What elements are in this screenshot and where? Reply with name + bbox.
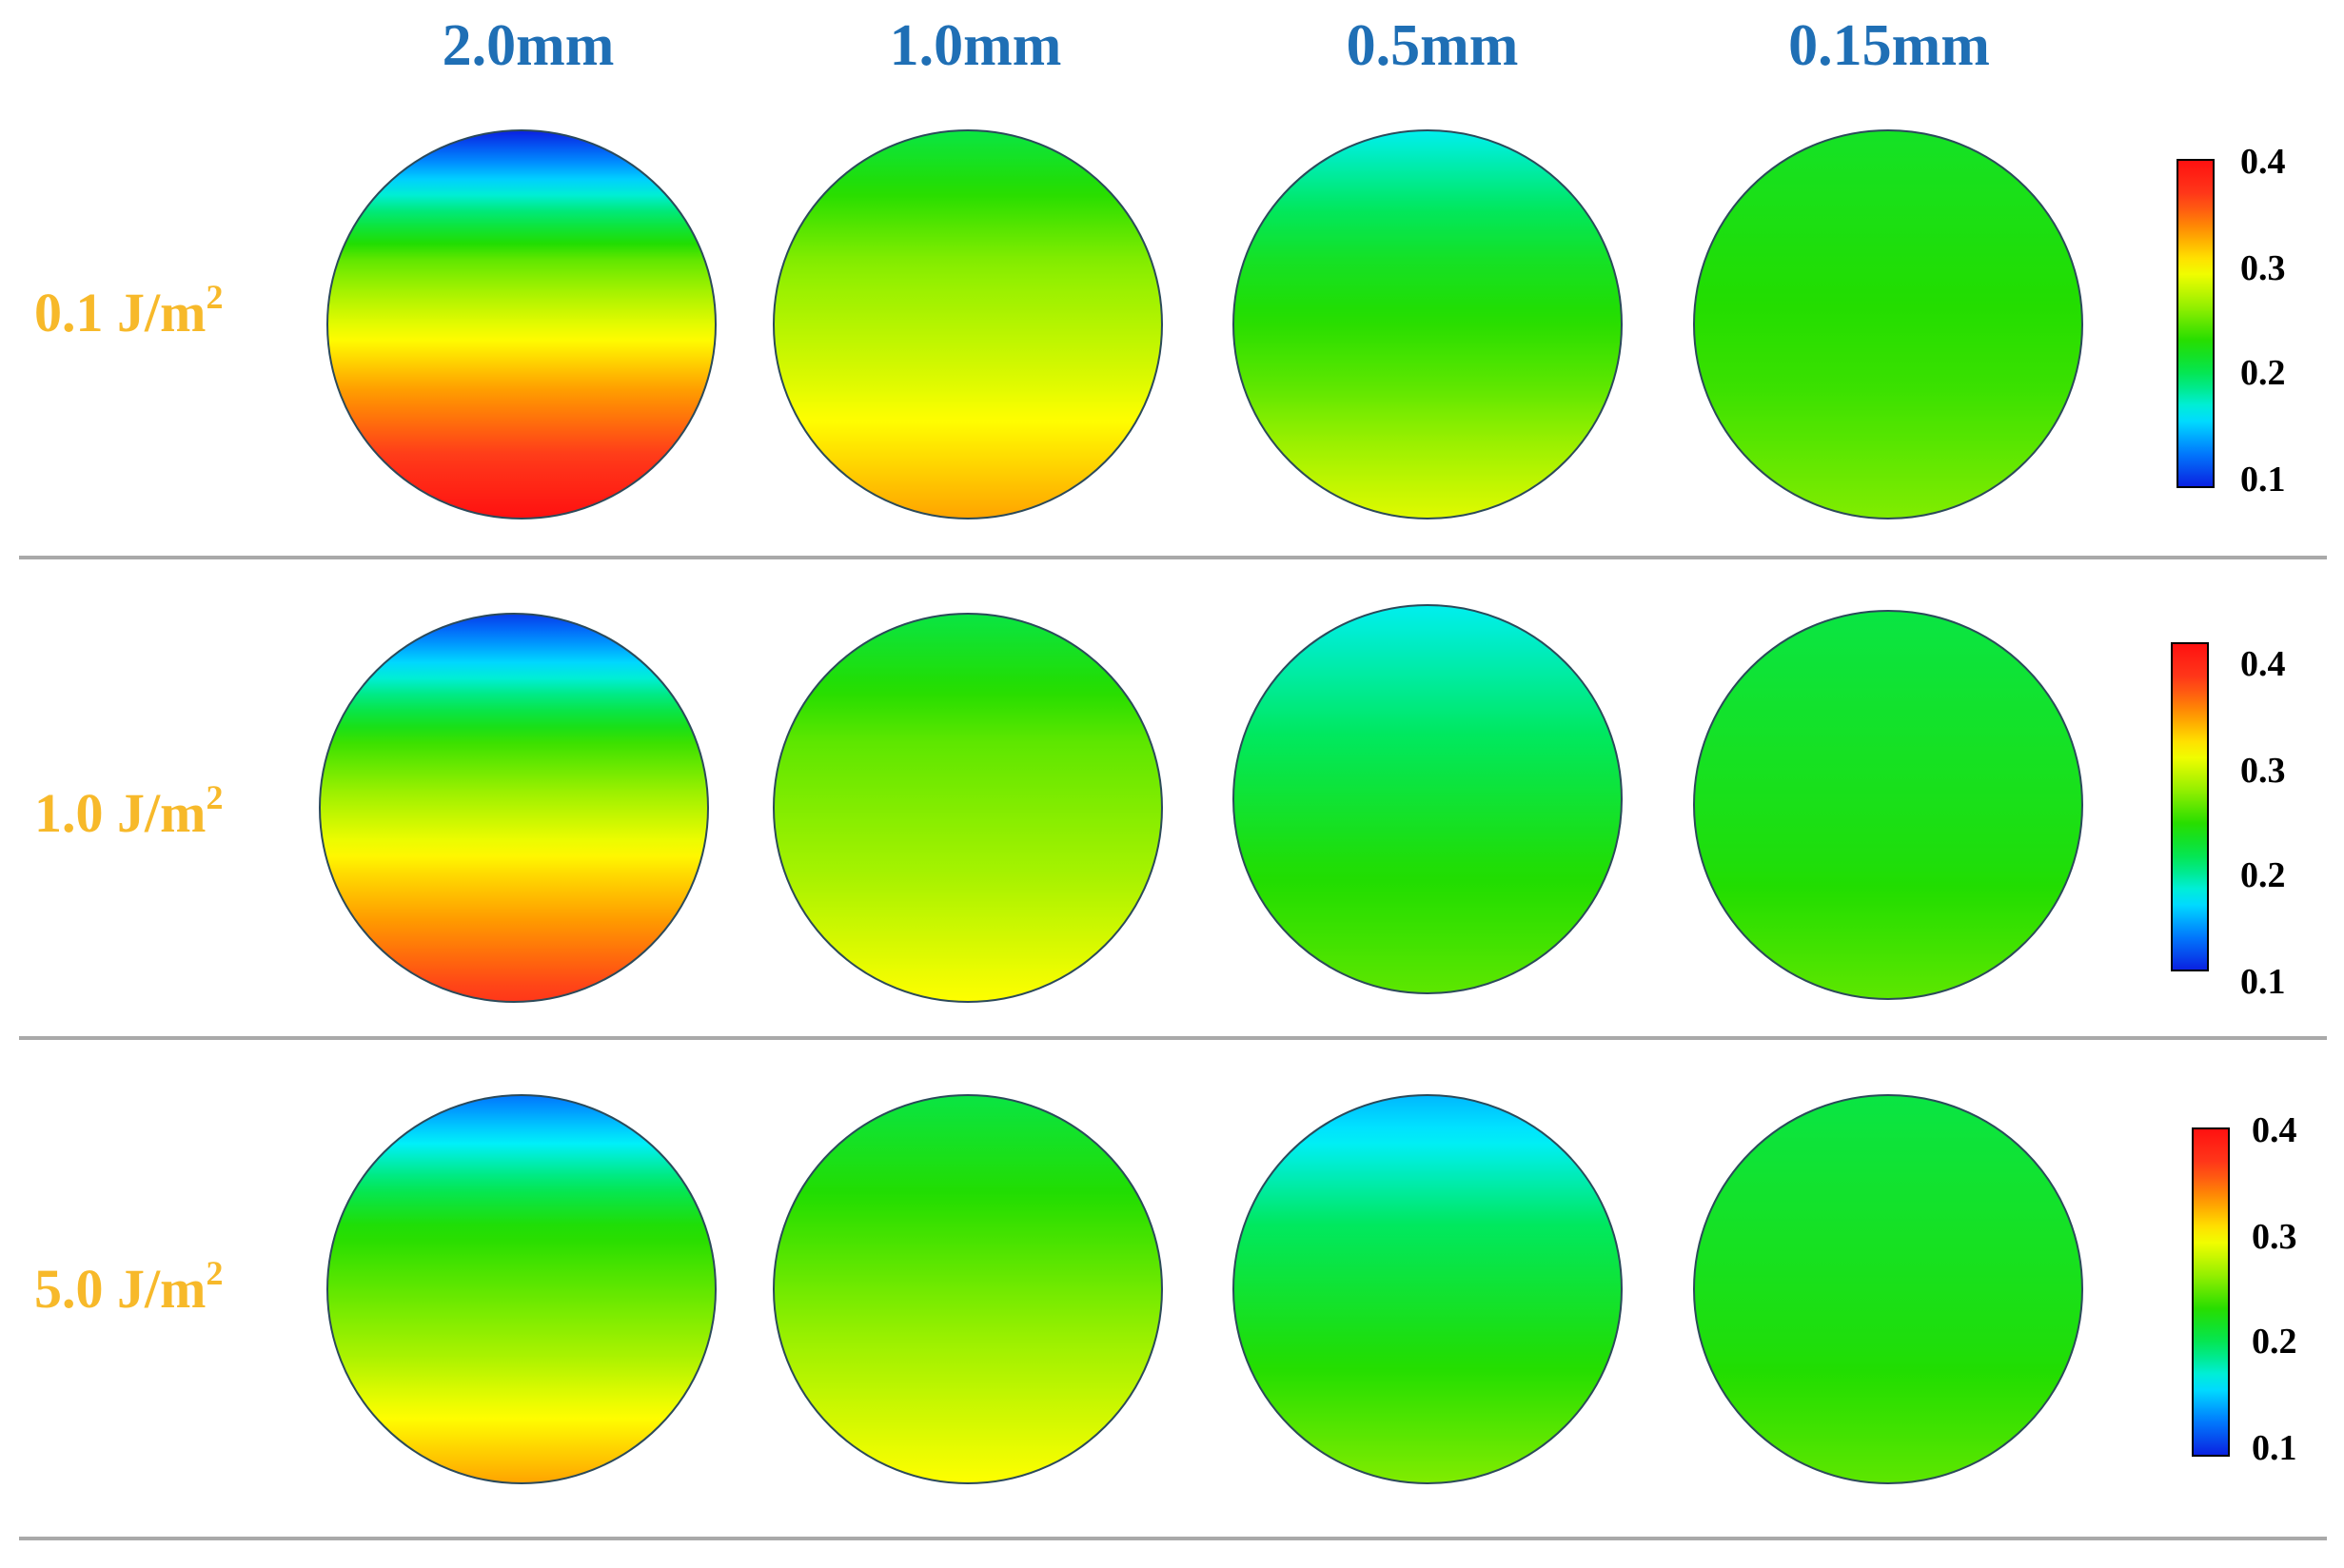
row-label-1-exponent: 2 bbox=[206, 278, 223, 316]
colorbar-2-bar bbox=[2171, 642, 2209, 971]
colorbar-2-tick-3: 0.2 bbox=[2240, 855, 2286, 895]
row-label-1: 0.1 J/m2 bbox=[34, 278, 223, 343]
field-map-r1-c4 bbox=[1693, 129, 2083, 519]
field-map-r3-c1 bbox=[326, 1094, 717, 1484]
field-map-r3-c3 bbox=[1232, 1094, 1623, 1484]
row-label-3: 5.0 J/m2 bbox=[34, 1254, 223, 1320]
row-label-2-value: 1.0 bbox=[34, 782, 104, 844]
row-label-2-unit: J/m bbox=[117, 782, 206, 844]
colorbar-1-tick-3: 0.2 bbox=[2240, 353, 2286, 393]
colorbar-2-tick-2: 0.3 bbox=[2240, 751, 2286, 791]
colorbar-2-tick-1: 0.4 bbox=[2240, 644, 2286, 684]
row-label-3-value: 5.0 bbox=[34, 1258, 104, 1320]
row-label-2-exponent: 2 bbox=[206, 778, 223, 816]
field-map-r2-c4 bbox=[1693, 610, 2083, 1000]
colorbar-2: 0.4 0.3 0.2 0.1 bbox=[2171, 642, 2286, 1002]
field-map-r3-c2 bbox=[773, 1094, 1163, 1484]
row-label-3-unit: J/m bbox=[117, 1258, 206, 1320]
column-title-4: 0.15mm bbox=[1788, 13, 1990, 78]
colorbar-3-tick-3: 0.2 bbox=[2252, 1322, 2297, 1362]
row-label-1-value: 0.1 bbox=[34, 282, 104, 343]
colorbar-3-tick-1: 0.4 bbox=[2252, 1110, 2297, 1150]
colorbar-3-tick-2: 0.3 bbox=[2252, 1217, 2297, 1257]
colorbar-2-tick-4: 0.1 bbox=[2240, 962, 2286, 1002]
colorbar-1-tick-1: 0.4 bbox=[2240, 142, 2286, 182]
field-map-r2-c2 bbox=[773, 613, 1163, 1003]
column-title-1: 2.0mm bbox=[443, 13, 615, 78]
field-map-r1-c1 bbox=[326, 129, 717, 519]
row-label-2: 1.0 J/m2 bbox=[34, 778, 223, 844]
colorbar-1: 0.4 0.3 0.2 0.1 bbox=[2177, 142, 2286, 500]
field-map-r2-c3 bbox=[1232, 604, 1623, 994]
row-label-1-unit: J/m bbox=[117, 282, 206, 343]
field-map-r1-c3 bbox=[1232, 129, 1623, 519]
field-map-r1-c2 bbox=[773, 129, 1163, 519]
colorbar-3-bar bbox=[2192, 1127, 2230, 1457]
column-title-2: 1.0mm bbox=[890, 13, 1062, 78]
colorbar-1-tick-2: 0.3 bbox=[2240, 248, 2286, 288]
field-map-r3-c4 bbox=[1693, 1094, 2083, 1484]
field-map-grid bbox=[319, 129, 2083, 1484]
row-label-3-exponent: 2 bbox=[206, 1254, 223, 1292]
colorbar-3-tick-4: 0.1 bbox=[2252, 1428, 2297, 1468]
column-title-3: 0.5mm bbox=[1347, 13, 1519, 78]
colorbar-1-tick-4: 0.1 bbox=[2240, 460, 2286, 500]
field-map-r2-c1 bbox=[319, 613, 709, 1003]
colorbar-3: 0.4 0.3 0.2 0.1 bbox=[2192, 1110, 2297, 1468]
colorbar-1-bar bbox=[2177, 159, 2215, 488]
